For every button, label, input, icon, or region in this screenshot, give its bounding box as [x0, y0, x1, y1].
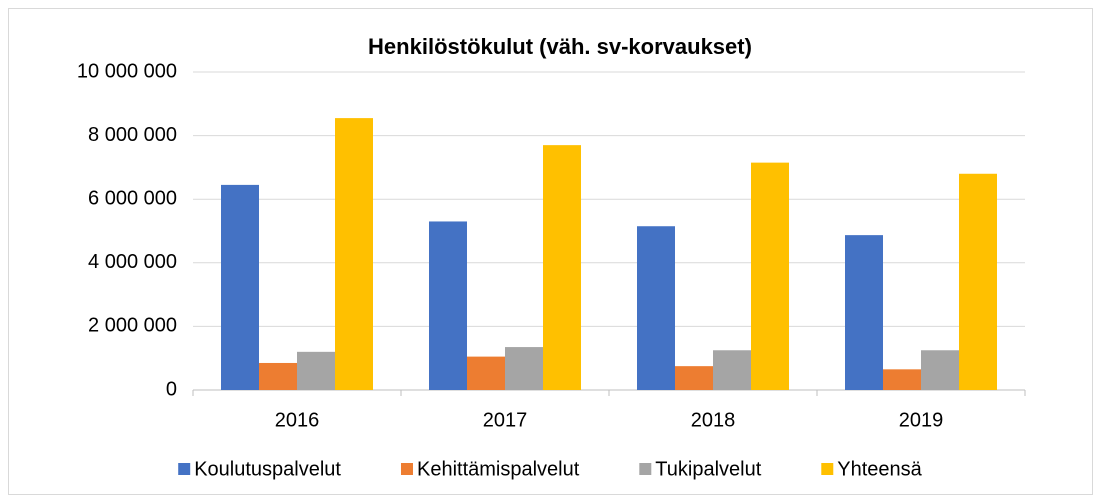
bar: [259, 362, 297, 390]
x-tick-label: 2016: [275, 409, 320, 431]
bar: [297, 351, 335, 390]
y-tick-label: 2 000 000: [88, 315, 177, 337]
legend-label: Kehittämispalvelut: [417, 458, 580, 480]
bar: [221, 184, 259, 390]
y-tick-label: 10 000 000: [77, 60, 177, 82]
legend-swatch: [821, 463, 834, 475]
legend-label: Yhteensä: [837, 458, 922, 480]
bar: [543, 145, 581, 390]
bar: [505, 347, 543, 390]
legend-swatch: [639, 463, 652, 475]
y-tick-label: 4 000 000: [88, 251, 177, 273]
y-tick-label: 6 000 000: [88, 187, 177, 209]
y-tick-label: 8 000 000: [88, 124, 177, 146]
x-tick-label: 2017: [483, 409, 528, 431]
chart-title: Henkilöstökulut (väh. sv-korvaukset): [368, 34, 752, 59]
legend-swatch: [178, 463, 191, 475]
bar: [675, 366, 713, 390]
legend-label: Tukipalvelut: [655, 458, 761, 480]
bar: [429, 221, 467, 390]
bar: [467, 356, 505, 390]
y-tick-label: 0: [166, 378, 177, 400]
bar: [921, 350, 959, 390]
bar: [845, 235, 883, 390]
bar: [751, 162, 789, 390]
bar: [713, 350, 751, 390]
bar: [637, 226, 675, 390]
bar: [959, 173, 997, 390]
bar: [883, 369, 921, 390]
legend-swatch: [400, 463, 413, 475]
x-tick-label: 2019: [899, 409, 944, 431]
x-tick-label: 2018: [691, 409, 736, 431]
legend-label: Koulutuspalvelut: [194, 458, 341, 480]
bar: [335, 118, 373, 391]
